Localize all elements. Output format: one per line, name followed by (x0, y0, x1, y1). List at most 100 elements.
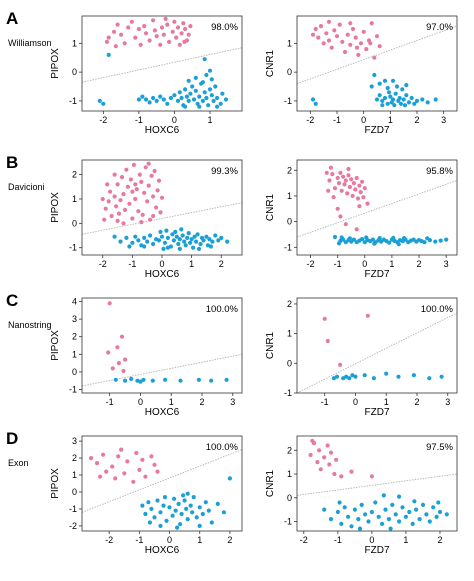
data-point (425, 236, 430, 241)
y-axis-title: PIPOX (50, 48, 61, 79)
data-point (133, 182, 138, 187)
data-point (377, 81, 382, 86)
data-point (159, 195, 165, 200)
data-point (202, 90, 207, 95)
data-point (347, 236, 352, 241)
data-point (335, 206, 340, 211)
data-point (337, 500, 342, 505)
data-point (204, 95, 209, 101)
data-point (412, 101, 417, 106)
data-point (325, 443, 330, 448)
data-point (338, 170, 343, 175)
data-point (339, 521, 344, 527)
data-point (181, 21, 186, 26)
data-point (152, 28, 157, 33)
data-point (110, 464, 115, 469)
plot-frame (81, 297, 243, 394)
x-tick-label: 1 (207, 115, 212, 125)
data-point (360, 179, 365, 184)
data-point (329, 45, 334, 50)
data-point (197, 94, 202, 99)
data-point (151, 241, 156, 247)
x-tick-label: 0 (362, 259, 367, 269)
data-point (352, 507, 357, 512)
data-point (332, 186, 338, 191)
data-point (362, 186, 367, 191)
data-point (129, 19, 134, 24)
data-point (372, 72, 377, 78)
data-point (346, 514, 351, 519)
panel-letter-3: D (6, 429, 18, 448)
x-tick-label: 1 (384, 397, 389, 407)
data-point (335, 509, 340, 515)
data-point (162, 240, 168, 245)
data-point (155, 188, 160, 193)
data-point (191, 495, 196, 500)
data-point (152, 515, 157, 520)
data-point (158, 42, 163, 47)
data-point (219, 235, 224, 240)
data-point (380, 98, 385, 103)
data-point (336, 241, 342, 246)
data-point (436, 500, 441, 505)
data-point (318, 24, 324, 29)
data-point (129, 376, 134, 381)
data-point (139, 220, 144, 225)
data-point (115, 218, 120, 223)
y-tick-label: 0 (287, 358, 292, 368)
plot-frame (296, 15, 458, 112)
data-point (340, 39, 345, 45)
data-point (178, 522, 183, 527)
data-point (136, 238, 141, 243)
scatter-plot-4: -1 0 1 2 3 -1 0 1 2 3 4 HOXC6 PIPOX 100.0% (50, 297, 243, 418)
y-tick-label: -1 (69, 243, 77, 253)
data-point (326, 19, 332, 24)
data-point (140, 212, 145, 217)
data-point (124, 235, 129, 240)
data-point (365, 313, 370, 318)
data-point (330, 172, 335, 177)
data-point (336, 181, 342, 186)
data-point (123, 378, 128, 383)
data-point (392, 103, 397, 108)
data-point (122, 207, 128, 212)
data-point (196, 246, 202, 251)
plot-frame (296, 435, 458, 532)
data-point (125, 184, 130, 189)
data-point (130, 240, 135, 245)
dataset-name-0: Williamson (8, 38, 52, 48)
data-point (139, 179, 144, 184)
data-point (362, 373, 367, 378)
plot-frame (296, 297, 458, 394)
x-tick-label: -2 (99, 115, 107, 125)
data-point (168, 95, 173, 101)
y-axis-title: CNR1 (265, 49, 276, 77)
accuracy-label: 97.0% (426, 22, 453, 33)
data-point (165, 101, 170, 106)
data-point (431, 505, 436, 510)
data-point (211, 98, 216, 103)
data-point (356, 517, 361, 522)
data-point (209, 378, 214, 383)
data-point (163, 377, 168, 382)
decision-boundary-line (82, 202, 242, 235)
data-point (351, 237, 356, 242)
data-point (346, 173, 351, 178)
data-point (147, 520, 152, 525)
data-point (361, 195, 366, 200)
data-point (104, 39, 109, 45)
x-axis-title: HOXC6 (145, 269, 180, 280)
data-point (209, 93, 214, 98)
data-point (113, 377, 118, 382)
data-point (136, 97, 141, 102)
data-point (227, 476, 232, 481)
data-point (401, 97, 406, 102)
data-point (191, 97, 197, 102)
data-point (321, 41, 326, 46)
data-point (347, 184, 352, 190)
data-point (207, 68, 213, 73)
data-point (387, 240, 392, 245)
data-point (338, 362, 343, 367)
data-point (324, 170, 329, 175)
data-point (372, 55, 377, 60)
